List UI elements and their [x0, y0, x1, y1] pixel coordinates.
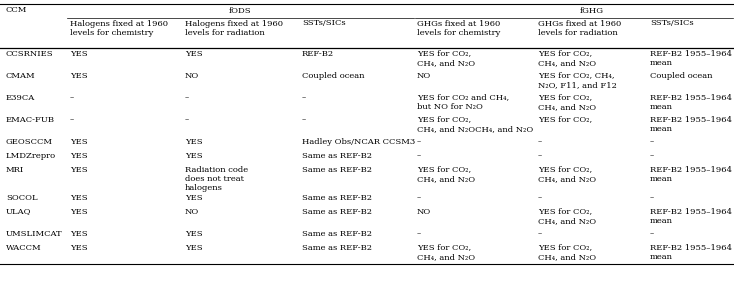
Text: E39CA: E39CA — [6, 94, 35, 102]
Text: –: – — [185, 115, 189, 123]
Text: NO: NO — [185, 72, 199, 80]
Text: YES for CO₂,
CH₄, and N₂OCH₄, and N₂O: YES for CO₂, CH₄, and N₂OCH₄, and N₂O — [417, 115, 533, 133]
Text: YES: YES — [70, 72, 87, 80]
Text: Coupled ocean: Coupled ocean — [302, 72, 365, 80]
Text: SOCOL: SOCOL — [6, 193, 37, 201]
Text: SSTs/SICs: SSTs/SICs — [650, 20, 694, 28]
Text: REF-B2: REF-B2 — [302, 49, 334, 57]
Text: Same as REF-B2: Same as REF-B2 — [302, 193, 372, 201]
Text: Same as REF-B2: Same as REF-B2 — [302, 243, 372, 251]
Text: YES: YES — [70, 243, 87, 251]
Text: Halogens fixed at 1960
levels for radiation: Halogens fixed at 1960 levels for radiat… — [185, 20, 283, 37]
Text: YES: YES — [70, 208, 87, 216]
Text: UMSLIMCAT: UMSLIMCAT — [6, 230, 62, 238]
Text: YES for CO₂,
CH₄, and N₂O: YES for CO₂, CH₄, and N₂O — [538, 94, 596, 111]
Text: Same as REF-B2: Same as REF-B2 — [302, 230, 372, 238]
Text: ULAQ: ULAQ — [6, 208, 32, 216]
Text: YES for CO₂ and CH₄,
but NO for N₂O: YES for CO₂ and CH₄, but NO for N₂O — [417, 94, 509, 111]
Text: YES for CO₂,
CH₄, and N₂O: YES for CO₂, CH₄, and N₂O — [417, 165, 475, 183]
Text: Coupled ocean: Coupled ocean — [650, 72, 713, 80]
Text: NO: NO — [417, 208, 432, 216]
Text: GHGs fixed at 1960
levels for radiation: GHGs fixed at 1960 levels for radiation — [538, 20, 621, 37]
Text: Same as REF-B2: Same as REF-B2 — [302, 208, 372, 216]
Text: –: – — [538, 138, 542, 146]
Text: –: – — [70, 115, 74, 123]
Text: CMAM: CMAM — [6, 72, 36, 80]
Text: –: – — [417, 151, 421, 160]
Text: YES: YES — [185, 138, 203, 146]
Text: Same as REF-B2: Same as REF-B2 — [302, 165, 372, 173]
Text: YES for CO₂,
CH₄, and N₂O: YES for CO₂, CH₄, and N₂O — [538, 208, 596, 225]
Text: YES: YES — [185, 230, 203, 238]
Text: YES: YES — [70, 193, 87, 201]
Text: YES for CO₂,
CH₄, and N₂O: YES for CO₂, CH₄, and N₂O — [538, 49, 596, 67]
Text: YES for CO₂,
CH₄, and N₂O: YES for CO₂, CH₄, and N₂O — [538, 243, 596, 261]
Text: REF-B2 1955–1964
mean: REF-B2 1955–1964 mean — [650, 115, 732, 133]
Text: MRI: MRI — [6, 165, 24, 173]
Text: YES: YES — [185, 49, 203, 57]
Text: LMDZrepro: LMDZrepro — [6, 151, 56, 160]
Text: GEOSCCM: GEOSCCM — [6, 138, 53, 146]
Text: REF-B2 1955–1964
mean: REF-B2 1955–1964 mean — [650, 165, 732, 183]
Text: EMAC-FUB: EMAC-FUB — [6, 115, 55, 123]
Text: –: – — [417, 193, 421, 201]
Text: Radiation code
does not treat
halogens: Radiation code does not treat halogens — [185, 165, 248, 192]
Text: YES: YES — [70, 49, 87, 57]
Text: YES: YES — [70, 138, 87, 146]
Text: Hadley Obs/NCAR CCSM3: Hadley Obs/NCAR CCSM3 — [302, 138, 415, 146]
Text: NO: NO — [185, 208, 199, 216]
Text: GHGs fixed at 1960
levels for chemistry: GHGs fixed at 1960 levels for chemistry — [417, 20, 501, 37]
Text: YES: YES — [70, 165, 87, 173]
Text: fGHG: fGHG — [580, 7, 604, 15]
Text: WACCM: WACCM — [6, 243, 42, 251]
Text: YES: YES — [70, 151, 87, 160]
Text: –: – — [650, 151, 654, 160]
Text: –: – — [417, 230, 421, 238]
Text: YES: YES — [185, 151, 203, 160]
Text: NO: NO — [417, 72, 432, 80]
Text: Halogens fixed at 1960
levels for chemistry: Halogens fixed at 1960 levels for chemis… — [70, 20, 168, 37]
Text: REF-B2 1955–1964
mean: REF-B2 1955–1964 mean — [650, 49, 732, 67]
Text: SSTs/SICs: SSTs/SICs — [302, 20, 346, 28]
Text: –: – — [417, 138, 421, 146]
Text: –: – — [650, 230, 654, 238]
Text: YES for CO₂, CH₄,
N₂O, F11, and F12: YES for CO₂, CH₄, N₂O, F11, and F12 — [538, 72, 617, 89]
Text: –: – — [185, 94, 189, 102]
Text: REF-B2 1955–1964
mean: REF-B2 1955–1964 mean — [650, 243, 732, 261]
Text: YES: YES — [70, 230, 87, 238]
Text: YES for CO₂,
CH₄, and N₂O: YES for CO₂, CH₄, and N₂O — [417, 49, 475, 67]
Text: REF-B2 1955–1964
mean: REF-B2 1955–1964 mean — [650, 208, 732, 225]
Text: CCSRNIES: CCSRNIES — [6, 49, 54, 57]
Text: YES: YES — [185, 243, 203, 251]
Text: YES for CO₂,
CH₄, and N₂O: YES for CO₂, CH₄, and N₂O — [417, 243, 475, 261]
Text: fODS: fODS — [229, 7, 251, 15]
Text: –: – — [538, 193, 542, 201]
Text: Same as REF-B2: Same as REF-B2 — [302, 151, 372, 160]
Text: –: – — [302, 94, 306, 102]
Text: YES: YES — [185, 193, 203, 201]
Text: CCM: CCM — [6, 6, 27, 14]
Text: –: – — [70, 94, 74, 102]
Text: YES for CO₂,: YES for CO₂, — [538, 115, 592, 123]
Text: –: – — [538, 151, 542, 160]
Text: –: – — [538, 230, 542, 238]
Text: –: – — [302, 115, 306, 123]
Text: REF-B2 1955–1964
mean: REF-B2 1955–1964 mean — [650, 94, 732, 111]
Text: –: – — [650, 193, 654, 201]
Text: YES for CO₂,
CH₄, and N₂O: YES for CO₂, CH₄, and N₂O — [538, 165, 596, 183]
Text: –: – — [650, 138, 654, 146]
